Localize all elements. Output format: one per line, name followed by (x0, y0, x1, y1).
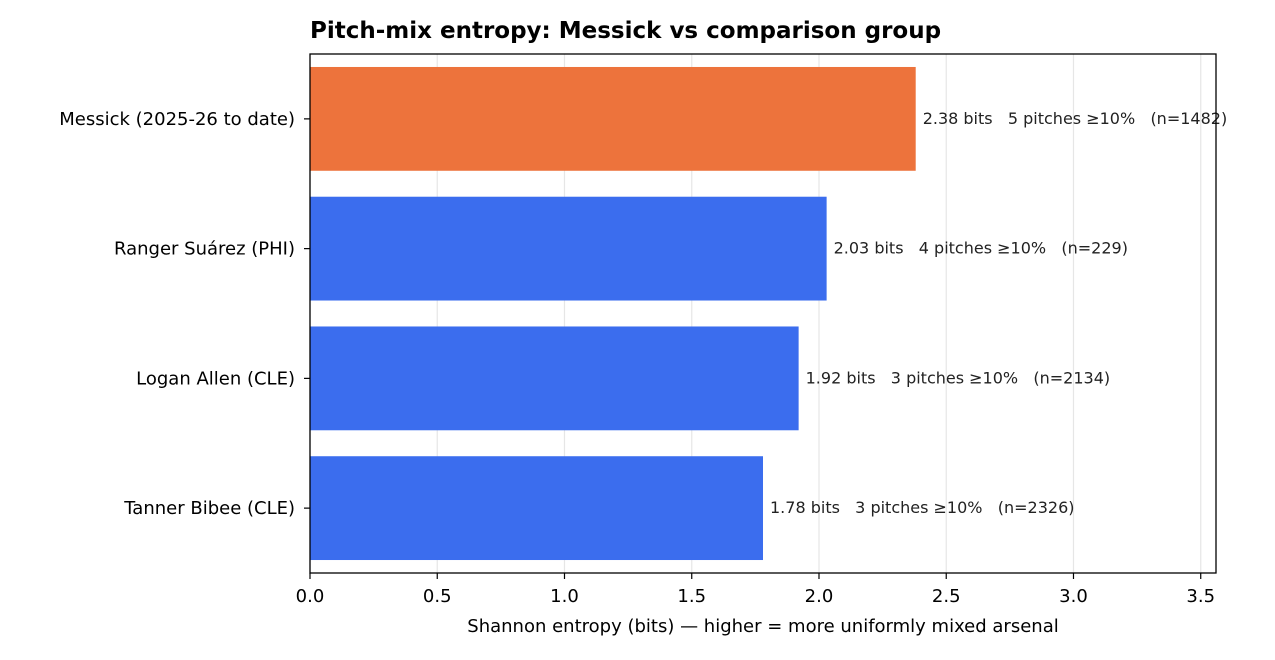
bars (310, 66, 916, 561)
x-axis: 0.0 0.5 1.0 1.5 2.0 2.5 3.0 3.5 (296, 573, 1215, 607)
data-label: 1.78 bits 3 pitches ≥10% (n=2326) (770, 498, 1075, 517)
y-tick-label: Tanner Bibee (CLE) (123, 498, 295, 519)
x-tick-label: 3.5 (1186, 586, 1215, 607)
x-axis-title: Shannon entropy (bits) — higher = more u… (467, 616, 1058, 637)
x-tick-label: 0.0 (296, 586, 325, 607)
x-tick-label: 2.5 (932, 586, 961, 607)
plot-frame (309, 53, 1217, 574)
bar-annotations: 2.38 bits 5 pitches ≥10% (n=1482) 2.03 bi… (770, 109, 1227, 517)
data-label: 2.38 bits 5 pitches ≥10% (n=1482) (923, 109, 1228, 128)
bar (310, 326, 799, 431)
data-label: 2.03 bits 4 pitches ≥10% (n=229) (834, 239, 1128, 258)
bar (310, 456, 763, 561)
data-label: 1.92 bits 3 pitches ≥10% (n=2134) (806, 368, 1110, 387)
x-tick-label: 3.0 (1059, 586, 1088, 607)
bar (310, 66, 916, 171)
x-tick-label: 0.5 (423, 586, 452, 607)
x-tick-label: 1.5 (677, 586, 706, 607)
x-tick-label: 1.0 (550, 586, 579, 607)
y-tick-label: Logan Allen (CLE) (136, 368, 295, 389)
y-tick-label: Messick (2025-26 to date) (59, 109, 295, 130)
y-tick-label: Ranger Suárez (PHI) (114, 239, 295, 260)
x-tick-label: 2.0 (805, 586, 834, 607)
y-axis: Messick (2025-26 to date) Ranger Suárez (… (59, 109, 310, 519)
bar (310, 196, 827, 301)
chart-title: Pitch-mix entropy: Messick vs comparison… (310, 18, 942, 44)
